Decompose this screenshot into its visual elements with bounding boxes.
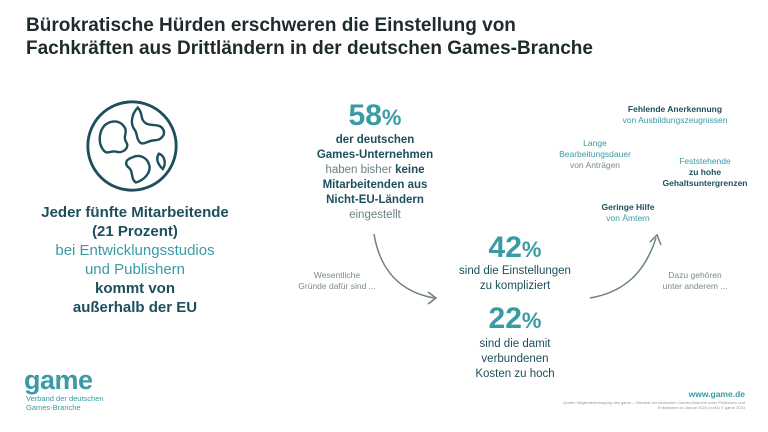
page-title: Bürokratische Hürden erschweren die Eins… — [26, 14, 726, 60]
stat-22-text: sind die damit verbundenen Kosten zu hoc… — [475, 338, 555, 380]
reason-processing-time: Lange Bearbeitungsdauer von Anträgen — [559, 138, 631, 170]
left-line-6: außerhalb der EU — [72, 299, 198, 316]
logo-subtitle: Verband der deutschen Games-Branche — [26, 394, 104, 412]
game-logo: game — [24, 365, 93, 395]
globe-icon — [86, 100, 178, 192]
title-line-1: Bürokratische Hürden erschweren die Eins… — [26, 15, 516, 36]
reason-authority-help: Geringe Hilfe von Ämtern — [601, 202, 655, 223]
stat-42-number: 42% — [488, 231, 542, 264]
arrow-left-head — [427, 291, 438, 305]
reason-recognition: Fehlende Anerkennung von Ausbildungszeug… — [622, 104, 728, 125]
stat-58-text: der deutschen Games-Unternehmen haben bi… — [316, 134, 434, 221]
left-line-1: Jeder fünfte Mitarbeitende — [41, 204, 229, 221]
left-line-4: und Publishern — [84, 261, 186, 278]
reason-salary-threshold: Feststehende zu hohe Gehaltsuntergrenzen — [662, 156, 748, 188]
arrow-left — [373, 233, 435, 299]
title-line-2: Fachkräften aus Drittländern in der deut… — [26, 38, 593, 59]
arrow-right-head — [649, 233, 662, 246]
left-line-5: kommt von — [94, 280, 175, 297]
arrow-right — [589, 237, 657, 299]
reasons-intro-left: Wesentliche Gründe dafür sind ... — [298, 270, 376, 291]
stat-58-number: 58% — [348, 99, 402, 132]
website-url: www.game.de — [688, 389, 745, 399]
stat-22-number: 22% — [488, 302, 542, 335]
source-note: Quelle: Mitgliederbefragung des game – V… — [563, 400, 745, 410]
reasons-intro-right: Dazu gehören unter anderem ... — [662, 270, 728, 291]
left-line-2: (21 Prozent) — [92, 223, 178, 240]
left-line-3: bei Entwicklungsstudios — [55, 242, 215, 259]
stat-42-text: sind die Einstellungen zu kompliziert — [459, 265, 571, 292]
left-statement: Jeder fünfte Mitarbeitende (21 Prozent) … — [20, 203, 250, 317]
